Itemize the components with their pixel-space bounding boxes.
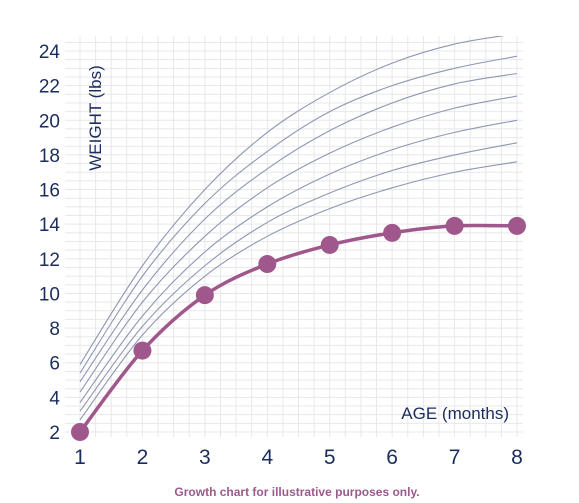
reference-curve	[79, 36, 506, 365]
reference-curve	[79, 95, 518, 393]
data-point	[445, 216, 464, 235]
reference-curve	[79, 142, 518, 412]
x-tick-label: 8	[511, 446, 523, 469]
y-tick-label: 22	[39, 77, 60, 98]
reference-curve	[79, 55, 518, 374]
data-point	[133, 341, 152, 360]
y-tick-label: 20	[39, 111, 60, 132]
data-point	[320, 235, 339, 254]
data-point	[71, 423, 89, 441]
footnote: Growth chart for illustrative purposes o…	[174, 485, 419, 499]
reference-curve	[79, 72, 518, 383]
y-tick-label: 12	[39, 250, 60, 271]
x-tick-label: 6	[386, 446, 398, 469]
y-tick-label: 6	[49, 354, 60, 375]
data-point	[508, 216, 526, 235]
y-axis-title: WEIGHT (lbs)	[86, 65, 105, 170]
x-axis-title: AGE (months)	[401, 404, 509, 423]
reference-curve	[79, 161, 518, 421]
x-tick-label: 4	[261, 446, 273, 469]
data-point	[258, 255, 277, 274]
x-tick-label: 1	[74, 446, 86, 469]
y-tick-label: 2	[49, 423, 60, 444]
y-tick-label: 10	[39, 284, 60, 305]
x-tick-label: 3	[199, 446, 211, 469]
y-tick-label: 14	[39, 215, 61, 236]
x-tick-label: 2	[137, 446, 149, 469]
data-point	[383, 223, 402, 242]
y-tick-label: 24	[39, 42, 61, 63]
y-tick-label: 4	[49, 388, 60, 409]
x-tick-label: 5	[324, 446, 336, 469]
data-point	[195, 286, 214, 305]
y-tick-label: 18	[39, 146, 60, 167]
reference-curves	[79, 36, 518, 421]
x-tick-labels: 1 2 3 4 5 6 7 8	[74, 446, 523, 469]
x-tick-label: 7	[449, 446, 461, 469]
series-layer	[71, 216, 526, 441]
grid	[65, 36, 523, 437]
y-tick-label: 8	[49, 319, 60, 340]
reference-curve	[79, 119, 518, 403]
y-tick-label: 16	[39, 181, 60, 202]
